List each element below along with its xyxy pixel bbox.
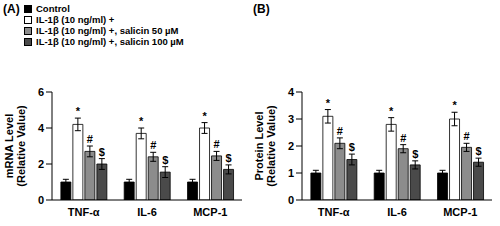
svg-text:*: *: [326, 97, 331, 109]
svg-text:0: 0: [288, 194, 294, 206]
svg-text:mRNA Level(Relative Value): mRNA Level(Relative Value): [8, 105, 27, 187]
svg-text:*: *: [389, 105, 394, 117]
html-text:IL-1β (10 ng/ml) +, salicin 50: IL-1β (10 ng/ml) +, salicin 50 µM: [36, 25, 179, 36]
html-text:IL-1β (10 ng/ml) +, salicin 10: IL-1β (10 ng/ml) +, salicin 100 µM: [36, 36, 184, 47]
svg-text:Protein Level(Relative Value): Protein Level(Relative Value): [253, 105, 277, 187]
svg-text:0: 0: [38, 194, 44, 206]
svg-text:MCP-1: MCP-1: [443, 206, 477, 218]
svg-text:4: 4: [38, 122, 45, 134]
svg-text:$: $: [475, 145, 481, 157]
svg-text:6: 6: [38, 86, 44, 98]
html-text:(B): (B): [253, 2, 270, 16]
svg-text:*: *: [452, 99, 457, 111]
svg-text:TNF-α: TNF-α: [318, 206, 350, 218]
svg-text:#: #: [87, 133, 93, 145]
html-text:IL-1β (10 ng/ml) +: IL-1β (10 ng/ml) +: [36, 14, 115, 25]
svg-text:#: #: [337, 125, 343, 137]
svg-text:$: $: [162, 154, 168, 166]
svg-text:*: *: [202, 110, 207, 122]
svg-text:1: 1: [288, 167, 294, 179]
html-text:Control: Control: [36, 3, 70, 14]
svg-text:IL-6: IL-6: [387, 206, 407, 218]
svg-text:TNF-α: TNF-α: [68, 206, 100, 218]
svg-text:$: $: [99, 146, 105, 158]
svg-text:#: #: [150, 139, 156, 151]
html-text:(A): (A): [3, 2, 20, 16]
svg-text:$: $: [349, 141, 355, 153]
svg-text:IL-6: IL-6: [137, 206, 157, 218]
svg-text:#: #: [400, 132, 406, 144]
svg-text:#: #: [463, 130, 469, 142]
svg-text:2: 2: [38, 158, 44, 170]
svg-text:#: #: [213, 138, 219, 150]
svg-text:3: 3: [288, 113, 294, 125]
svg-text:*: *: [139, 115, 144, 127]
svg-text:$: $: [412, 148, 418, 160]
svg-text:*: *: [76, 105, 81, 117]
svg-text:2: 2: [288, 140, 294, 152]
svg-text:4: 4: [288, 86, 295, 98]
svg-text:MCP-1: MCP-1: [193, 206, 227, 218]
svg-text:$: $: [225, 152, 231, 164]
